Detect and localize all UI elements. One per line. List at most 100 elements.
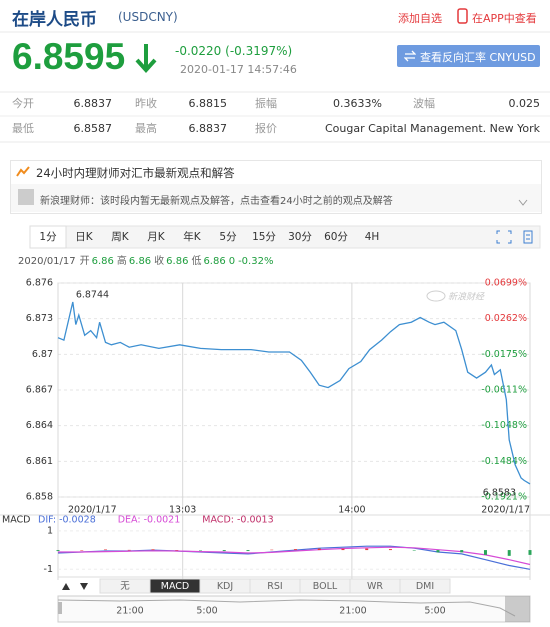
- reverse-button-text[interactable]: 查看反向汇率 CNYUSD: [420, 51, 536, 64]
- stat-label: 今开: [12, 96, 34, 110]
- bar-info-key: 收: [154, 256, 165, 267]
- period-tab[interactable]: 月K: [147, 231, 165, 243]
- period-tab[interactable]: 15分: [252, 231, 276, 243]
- stat-value: 6.8837: [189, 122, 228, 135]
- swap-icon: [404, 50, 416, 62]
- stat-label: 波幅: [413, 97, 435, 110]
- x-tick-label: 14:00: [338, 505, 365, 516]
- macd-bar: [270, 549, 274, 551]
- macd-line: [58, 546, 531, 566]
- stat-label: 最低: [12, 122, 34, 135]
- app-view[interactable]: 在APP中查看: [472, 12, 537, 25]
- bar-info-key: 低: [191, 256, 202, 267]
- bar-info-value: 6.86: [203, 256, 226, 267]
- legend-entry: DEA: -0.0021: [118, 515, 181, 526]
- min-annotation: 6.8583: [483, 488, 516, 499]
- y2-tick-label: -0.0175%: [481, 349, 527, 360]
- y-tick-label: 6.876: [26, 278, 53, 289]
- y-tick-label: 6.867: [26, 385, 53, 396]
- indicator-tab-label[interactable]: DMI: [416, 581, 434, 592]
- navigator-label: 21:00: [339, 606, 366, 617]
- x-tick-label: 13:03: [169, 505, 196, 516]
- indicator-tab-label[interactable]: WR: [367, 581, 383, 592]
- period-tab[interactable]: 60分: [324, 231, 348, 243]
- navigator-handle[interactable]: [505, 596, 530, 622]
- macd-bar: [293, 549, 297, 551]
- macd-bar: [483, 550, 487, 555]
- macd-title: MACD: [2, 515, 30, 526]
- watermark-logo: [426, 290, 446, 302]
- y2-tick-label: -0.1921%: [481, 492, 527, 503]
- bar-info-key: 高: [116, 256, 127, 267]
- navigator-label: 21:00: [116, 606, 143, 617]
- y2-tick-label: -0.1484%: [481, 456, 527, 467]
- y2-tick-label: -0.1048%: [481, 420, 527, 431]
- macd-bar: [388, 549, 392, 551]
- bar-info-value: 6.86: [128, 256, 152, 267]
- y-tick-label: 1: [47, 525, 53, 536]
- y-tick-label: 6.864: [26, 420, 53, 431]
- bar-info: 2020/01/17 开 6.86 高 6.86 收 6.86 低 6.86 0 -0.32%: [18, 252, 276, 267]
- period-tab[interactable]: 4H: [365, 231, 380, 243]
- indicator-tab-label[interactable]: 无: [120, 581, 130, 592]
- period-tab[interactable]: 1分: [39, 231, 57, 243]
- news-icon: [16, 166, 30, 177]
- macd-bar: [317, 548, 321, 551]
- indicator-tab[interactable]: [399, 578, 451, 594]
- y-tick-label: 6.861: [26, 456, 53, 467]
- macd-bar: [151, 549, 155, 551]
- navigator-label: 5:00: [196, 606, 217, 617]
- period-tab[interactable]: 30分: [288, 231, 312, 243]
- add-watchlist[interactable]: 添加自选: [398, 12, 442, 25]
- bar-info-value: 6.86: [91, 256, 114, 267]
- change: -0.0220 (-0.3197%): [175, 44, 292, 58]
- down-arrow: [135, 44, 157, 73]
- macd-bar: [507, 550, 511, 556]
- period-tab[interactable]: 年K: [183, 230, 201, 243]
- period-tab-bar: [29, 225, 541, 249]
- period-tab-active: [29, 225, 67, 249]
- stat-value: 0.025: [509, 97, 541, 110]
- stat-label: 最高: [135, 121, 157, 135]
- period-tab[interactable]: 5分: [219, 231, 237, 243]
- period-tab[interactable]: 周K: [111, 231, 129, 243]
- stat-label: 报价: [255, 121, 277, 135]
- period-tab[interactable]: 日K: [75, 231, 93, 243]
- stat-label: 振幅: [255, 96, 277, 110]
- macd-bar: [460, 550, 464, 553]
- macd-bar: [436, 550, 440, 553]
- watermark: 新浪财经: [448, 292, 485, 303]
- bar-date: 2020/01/17: [18, 256, 76, 267]
- scroll-down[interactable]: [80, 583, 88, 590]
- navigator-grip[interactable]: [58, 602, 62, 614]
- scroll-up[interactable]: [62, 583, 70, 590]
- change-pct: (-0.3197%): [225, 44, 293, 58]
- news-heading[interactable]: 24小时内理财师对汇市最新观点和解答: [36, 166, 235, 180]
- settings-icon[interactable]: [523, 230, 533, 244]
- price: 6.8595: [12, 36, 126, 77]
- title: 在岸人民币: [12, 10, 97, 30]
- max-annotation: 6.8744: [76, 290, 109, 301]
- indicator-tab-label[interactable]: RSI: [267, 581, 282, 592]
- stat-value: 6.8837: [74, 97, 113, 110]
- x-tick-label: 2020/1/17: [481, 505, 530, 516]
- symbol: (USDCNY): [118, 10, 178, 24]
- macd-bar: [528, 550, 532, 555]
- expand-arrow[interactable]: [518, 199, 528, 207]
- navigator-trace: [57, 599, 516, 617]
- news-message[interactable]: 新浪理财师：该时段内暂无最新观点及解答，点击查看24小时之前的观点及解答: [40, 196, 393, 207]
- macd-bar: [127, 549, 131, 551]
- macd-bar: [222, 550, 226, 552]
- price-line: [57, 301, 531, 485]
- indicator-tab-label[interactable]: MACD: [161, 581, 189, 592]
- indicator-tab-label[interactable]: KDJ: [217, 581, 233, 592]
- y-tick-label: -1: [44, 564, 53, 575]
- change-value: -0.0220: [175, 44, 222, 58]
- bar-info-key: 开: [79, 256, 90, 267]
- fullscreen-icon[interactable]: [496, 230, 512, 244]
- y-tick-label: 6.873: [26, 313, 53, 324]
- indicator-tab-label[interactable]: BOLL: [313, 581, 338, 592]
- macd-bar: [341, 548, 345, 551]
- navigator-label: 5:00: [424, 606, 445, 617]
- reverse-button[interactable]: [397, 45, 540, 67]
